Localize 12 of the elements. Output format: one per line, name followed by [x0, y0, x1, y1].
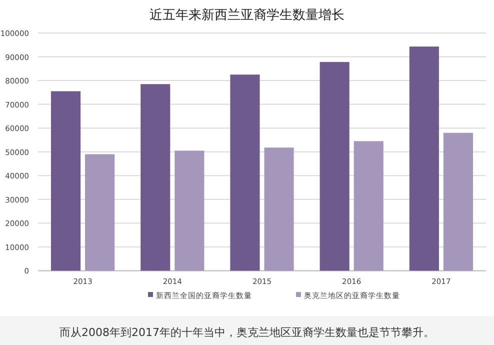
- bar: [443, 132, 474, 271]
- text: 而从2008年到2017年的十年当中，奥克兰地区亚裔学生数量也是节节攀升。: [60, 326, 434, 339]
- bar: [409, 46, 439, 271]
- bar: [174, 150, 204, 271]
- bar: [85, 154, 115, 271]
- bar: [140, 84, 170, 271]
- bar: [50, 91, 81, 271]
- bar: [320, 62, 350, 271]
- bar: [230, 74, 260, 271]
- bar: [264, 148, 294, 271]
- chart-title: 近五年来新西兰亚裔学生数量增长: [150, 7, 344, 23]
- bar: [354, 141, 384, 271]
